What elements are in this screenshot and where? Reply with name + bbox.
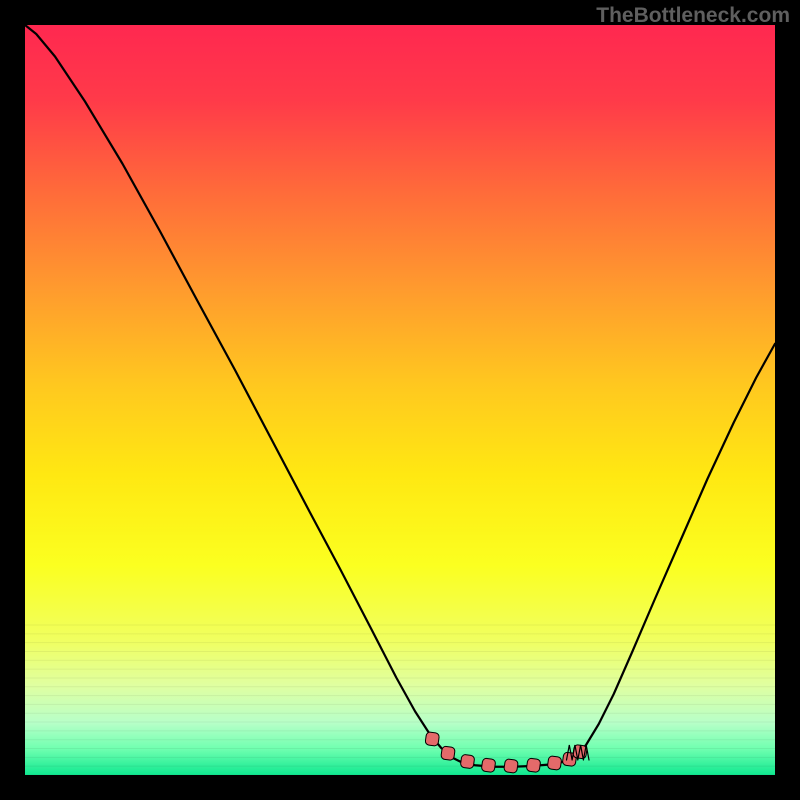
trough-marker [526, 758, 541, 773]
heatmap-gradient [25, 25, 775, 775]
chart-root: TheBottleneck.com [0, 0, 800, 800]
trough-marker [460, 754, 475, 769]
trough-marker [425, 732, 440, 747]
watermark-text: TheBottleneck.com [596, 4, 790, 28]
trough-marker [504, 759, 519, 774]
trough-marker [441, 746, 456, 761]
heatmap-chart [0, 0, 800, 800]
trough-marker [481, 758, 496, 773]
trough-marker [547, 756, 562, 771]
